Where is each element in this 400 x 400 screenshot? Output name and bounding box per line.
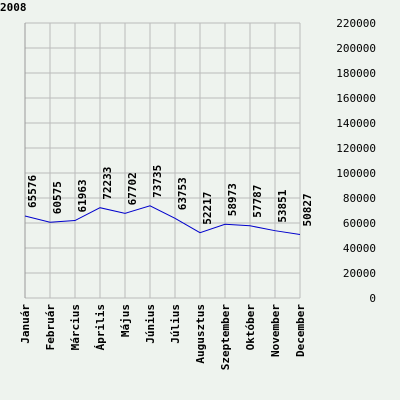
y-tick-label: 200000	[336, 42, 376, 55]
y-tick-label: 140000	[336, 117, 376, 130]
value-label: 58973	[226, 183, 239, 216]
y-tick-label: 40000	[343, 242, 376, 255]
value-label: 61963	[76, 179, 89, 212]
y-tick-label: 160000	[336, 92, 376, 105]
value-label: 52217	[201, 192, 214, 225]
value-label: 73735	[151, 165, 164, 198]
value-label: 57787	[251, 185, 264, 218]
y-tick-label: 60000	[343, 217, 376, 230]
x-tick-label: November	[269, 304, 282, 357]
x-tick-label: Szeptember	[219, 304, 232, 371]
x-tick-label: Január	[19, 304, 32, 344]
x-tick-label: Május	[119, 304, 132, 337]
value-label: 53851	[276, 189, 289, 222]
x-tick-label: Október	[244, 304, 257, 351]
y-tick-label: 20000	[343, 267, 376, 280]
y-tick-label: 180000	[336, 67, 376, 80]
y-tick-label: 0	[369, 292, 376, 305]
x-tick-label: December	[294, 304, 307, 357]
x-tick-label: Február	[44, 304, 57, 351]
series-line	[24, 205, 301, 235]
x-tick-label: Augusztus	[194, 304, 207, 364]
x-tick-label: Április	[94, 304, 107, 350]
value-label: 60575	[51, 181, 64, 214]
x-tick-label: Július	[169, 304, 182, 344]
value-label: 65576	[26, 175, 39, 208]
value-label: 72233	[101, 167, 114, 200]
value-label: 50827	[301, 193, 314, 226]
x-tick-label: Március	[69, 304, 82, 350]
value-label: 67702	[126, 172, 139, 205]
y-tick-label: 100000	[336, 167, 376, 180]
y-tick-label: 220000	[336, 17, 376, 30]
y-tick-label: 80000	[343, 192, 376, 205]
y-tick-label: 120000	[336, 142, 376, 155]
value-label: 63753	[176, 177, 189, 210]
chart-title: 2008	[0, 1, 27, 14]
x-tick-label: Június	[144, 304, 157, 344]
